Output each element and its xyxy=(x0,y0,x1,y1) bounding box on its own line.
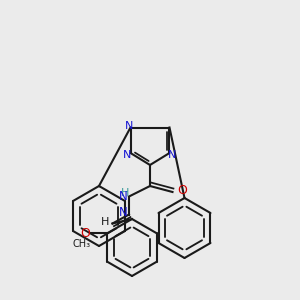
Text: O: O xyxy=(177,184,187,197)
Text: O: O xyxy=(80,227,90,240)
Text: N: N xyxy=(168,149,177,160)
Text: H: H xyxy=(121,188,130,199)
Text: H: H xyxy=(101,217,109,227)
Text: N: N xyxy=(119,190,128,203)
Text: CH₃: CH₃ xyxy=(73,239,91,249)
Text: N: N xyxy=(119,206,128,220)
Text: N: N xyxy=(125,121,133,131)
Text: N: N xyxy=(123,149,132,160)
